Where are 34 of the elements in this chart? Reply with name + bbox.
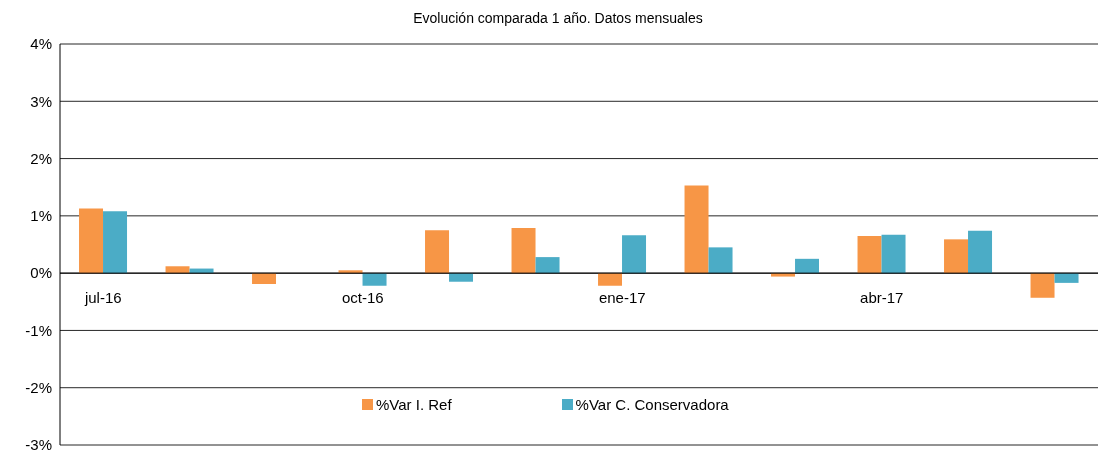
bar — [795, 258, 820, 274]
legend-label: %Var C. Conservadora — [574, 396, 729, 413]
bar — [622, 235, 647, 274]
bar — [598, 273, 623, 286]
bar — [362, 273, 387, 286]
bar — [944, 239, 969, 274]
bar — [79, 208, 104, 274]
y-tick-label: -2% — [25, 379, 52, 397]
bar — [1030, 273, 1055, 298]
bar — [881, 234, 906, 274]
bar — [425, 230, 450, 274]
y-tick-label: 1% — [30, 207, 52, 225]
bar — [857, 235, 882, 274]
y-tick-label: -3% — [25, 436, 52, 454]
bar — [511, 227, 536, 274]
bar — [1054, 273, 1079, 283]
x-tick-label: oct-16 — [341, 289, 384, 307]
x-tick-label: abr-17 — [860, 289, 904, 307]
x-tick-label: ene-17 — [598, 289, 646, 307]
y-tick-label: 2% — [30, 149, 52, 167]
bar — [708, 247, 733, 274]
y-tick-label: 4% — [30, 35, 52, 53]
x-tick-label: jul-16 — [83, 289, 122, 307]
bar — [103, 211, 128, 274]
bar — [684, 185, 709, 274]
bar — [968, 230, 993, 274]
y-tick-label: -1% — [25, 321, 52, 339]
chart-title: Evolución comparada 1 año. Datos mensuales — [412, 9, 704, 28]
bar — [449, 273, 474, 282]
legend-label: %Var I. Ref — [375, 396, 452, 413]
y-tick-label: 0% — [30, 264, 52, 282]
bar — [252, 273, 277, 285]
y-tick-label: 3% — [30, 92, 52, 110]
bar — [535, 257, 560, 274]
